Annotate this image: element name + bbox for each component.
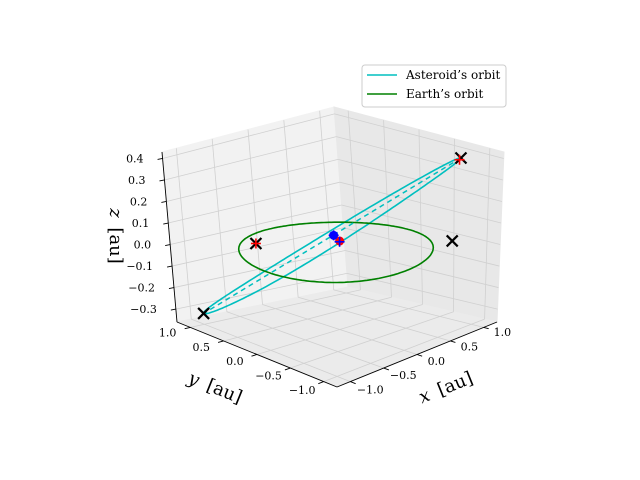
y-tick-label: 0.5 <box>193 341 211 354</box>
z-tick-mark <box>165 244 171 246</box>
legend-label-earth: Earth’s orbit <box>406 87 483 101</box>
x-tick-label: 1.0 <box>494 326 512 339</box>
y-tick-mark <box>184 326 191 330</box>
y-tick-mark <box>284 367 291 371</box>
grid-line-y-floor <box>290 311 454 369</box>
x-tick-mark <box>350 381 356 385</box>
grid-line-z-right <box>336 136 503 181</box>
x-tick-label: 0.5 <box>461 340 479 353</box>
z-tick-label: −0.1 <box>126 260 153 273</box>
x-tick-label: −0.5 <box>390 369 417 382</box>
z-tick-label: 0.4 <box>126 152 144 165</box>
z-axis-label: z [au] <box>105 207 126 264</box>
y-tick-mark <box>217 340 224 343</box>
x-tick-label: 0.0 <box>428 355 446 368</box>
z-tick-mark <box>168 287 175 290</box>
grid-line-z-left <box>162 113 335 159</box>
grid-line-z-left <box>164 136 337 181</box>
grid-line-y-floor <box>323 318 485 382</box>
y-tick-mark <box>251 354 258 357</box>
grid-line-y-floor <box>190 289 361 328</box>
legend: Asteroid’s orbit Earth’s orbit <box>361 64 507 108</box>
axes <box>157 151 498 388</box>
grid-line-z-right <box>337 159 503 202</box>
y-tick-label: 1.0 <box>159 326 177 339</box>
z-tick-label: 0.2 <box>130 195 148 208</box>
z-tick-mark <box>163 222 169 225</box>
tick-labels: −1.0−0.50.00.51.0−1.0−0.50.00.51.0−0.3−0… <box>126 152 511 396</box>
grid-line-z-right <box>343 227 500 267</box>
grid-line-z-left <box>166 159 339 202</box>
grid-line-z-right <box>341 204 501 245</box>
z-tick-label: −0.3 <box>130 303 157 316</box>
z-tick-label: 0.1 <box>132 217 150 230</box>
z-tick-mark <box>161 201 167 203</box>
grid-line-z-right <box>334 113 504 159</box>
z-tick-mark <box>166 265 173 268</box>
grid-line-z-right <box>345 250 499 288</box>
z-tick-label: −0.2 <box>128 282 155 295</box>
x-marker <box>445 234 459 248</box>
grid-line-z-right <box>339 181 502 224</box>
z-tick-label: 0.0 <box>134 239 152 252</box>
grid-lines <box>162 110 504 382</box>
earth-orbit-line <box>237 221 435 284</box>
x-marker <box>197 307 210 320</box>
legend-frame <box>361 64 507 108</box>
x-tick-mark <box>383 367 390 371</box>
grid-line-z-left <box>170 204 342 245</box>
y-tick-mark <box>318 381 324 385</box>
x-marker <box>454 151 468 165</box>
grid-line-y-floor <box>223 296 392 342</box>
grid-line-y-floor <box>256 304 423 355</box>
y-tick-label: 0.0 <box>226 355 244 368</box>
z-tick-label: 0.3 <box>128 174 146 187</box>
grid-line-z-left <box>168 181 340 224</box>
x-tick-mark <box>450 340 456 343</box>
x-tick-mark <box>416 354 423 357</box>
y-axis-label: y [au] <box>184 367 245 408</box>
y-tick-label: −0.5 <box>255 370 282 383</box>
grid-line-z-left <box>175 272 348 310</box>
grid-line-z-left <box>171 227 344 267</box>
markers <box>197 151 468 320</box>
legend-label-asteroid: Asteroid’s orbit <box>405 68 500 82</box>
z-tick-mark <box>159 179 165 182</box>
x-tick-label: −1.0 <box>357 383 384 396</box>
x-tick-mark <box>483 326 489 330</box>
z-tick-mark <box>170 308 176 311</box>
y-tick-label: −1.0 <box>289 384 316 397</box>
z-tick-mark <box>157 158 163 160</box>
x-axis-label: x [au] <box>416 368 476 409</box>
